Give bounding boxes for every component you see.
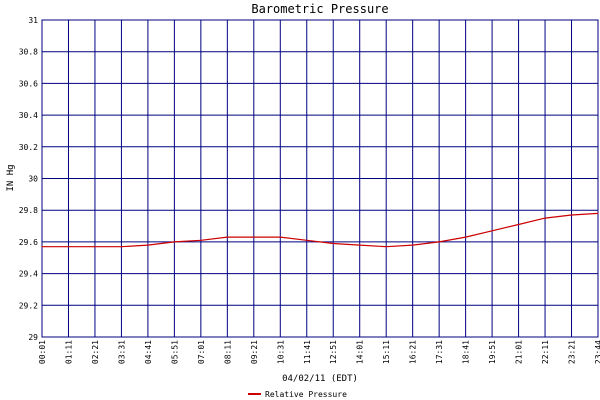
x-tick-label: 10:31 xyxy=(276,340,285,364)
legend: Relative Pressure xyxy=(248,390,347,399)
data-point xyxy=(412,244,414,246)
x-tick-label: 07:01 xyxy=(197,340,206,364)
y-tick-label: 30.6 xyxy=(19,79,38,88)
x-tick-label: 17:31 xyxy=(435,340,444,364)
x-tick-label: 14:01 xyxy=(356,340,365,364)
x-tick-label: 18:41 xyxy=(462,340,471,364)
data-point xyxy=(67,246,70,248)
x-tick-label: 11:41 xyxy=(303,340,312,364)
data-point xyxy=(438,241,440,243)
data-point xyxy=(41,246,43,248)
x-tick-label: 05:51 xyxy=(170,340,179,364)
y-tick-label: 29.4 xyxy=(19,270,38,279)
y-axis-label: IN Hg xyxy=(6,164,16,191)
data-point xyxy=(570,214,573,216)
y-tick-label: 29 xyxy=(28,333,38,342)
x-tick-label: 12:51 xyxy=(329,340,338,364)
data-point xyxy=(465,236,467,238)
data-point xyxy=(544,217,546,219)
y-tick-label: 30.8 xyxy=(19,48,38,57)
y-tick-label: 31 xyxy=(28,16,38,25)
y-tick-labels: 29 29.2 29.4 29.6 29.8 30 30.2 30.4 30.6 30.8 31 xyxy=(19,16,38,342)
data-point xyxy=(253,236,255,238)
data-point xyxy=(597,212,599,214)
x-tick-label: 01:11 xyxy=(64,340,73,364)
y-tick-label: 30.4 xyxy=(19,111,38,120)
data-point xyxy=(517,223,520,226)
legend-label-relative-pressure: Relative Pressure xyxy=(265,390,347,399)
data-point xyxy=(491,230,493,232)
x-tick-label: 19:51 xyxy=(488,340,497,364)
data-point xyxy=(385,246,387,248)
y-tick-label: 30.2 xyxy=(19,143,38,152)
data-point xyxy=(173,241,175,243)
x-tick-label: 15:11 xyxy=(382,340,391,364)
y-tick-label: 29.2 xyxy=(19,301,38,310)
data-point xyxy=(306,239,308,241)
x-tick-label: 00:01 xyxy=(38,340,47,364)
x-tick-label: 23:21 xyxy=(568,340,577,364)
series-layer xyxy=(41,212,599,248)
chart-title: Barometric Pressure xyxy=(251,2,388,16)
data-point xyxy=(94,246,96,248)
plot-border xyxy=(41,19,599,338)
data-point xyxy=(332,242,334,245)
x-tick-label: 22:11 xyxy=(541,340,550,364)
grid-lines xyxy=(41,19,599,338)
data-point xyxy=(226,236,228,238)
y-tick-label: 29.8 xyxy=(19,206,38,215)
x-axis-label: 04/02/11 (EDT) xyxy=(282,374,358,384)
x-tick-label: 03:31 xyxy=(117,340,126,364)
x-tick-label: 04:41 xyxy=(144,340,153,364)
x-tick-labels: 00:01 01:11 02:21 03:31 04:41 05:51 07:01 08:11… xyxy=(38,340,600,364)
x-tick-label: 21:01 xyxy=(515,340,524,364)
data-point xyxy=(120,246,123,248)
x-tick-label: 23:44 xyxy=(594,340,600,364)
data-point xyxy=(147,244,149,246)
y-tick-label: 30 xyxy=(28,175,38,184)
x-tick-label: 16:21 xyxy=(409,340,418,364)
data-point xyxy=(279,236,281,238)
x-tick-label: 08:11 xyxy=(223,340,232,364)
series-line-relative-pressure xyxy=(42,212,599,248)
x-tick-label: 09:21 xyxy=(250,340,259,364)
y-tick-label: 29.6 xyxy=(19,238,38,247)
data-point xyxy=(200,239,202,241)
data-point xyxy=(359,244,361,246)
x-tick-label: 02:21 xyxy=(91,340,100,364)
